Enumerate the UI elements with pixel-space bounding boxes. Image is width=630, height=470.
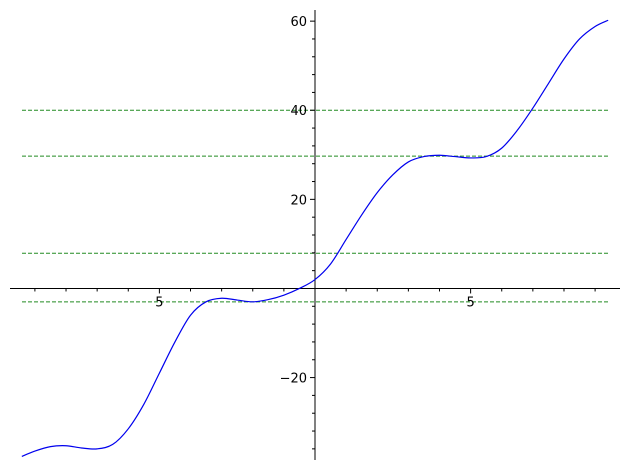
- tick-labels: 5 5 60 40 20 −20: [155, 15, 475, 386]
- y-tick-label: −20: [280, 372, 307, 387]
- y-tick-label: 60: [290, 15, 307, 30]
- series-line-0: [21, 19, 609, 457]
- y-tick-label: 20: [290, 193, 307, 208]
- x-tick-label: 5: [155, 295, 163, 310]
- x-tick-label: 5: [466, 295, 474, 310]
- y-tick-label: 40: [290, 104, 307, 119]
- reference-lines: [22, 109, 610, 303]
- axis-ticks: [34, 20, 596, 450]
- series-group: [21, 19, 609, 457]
